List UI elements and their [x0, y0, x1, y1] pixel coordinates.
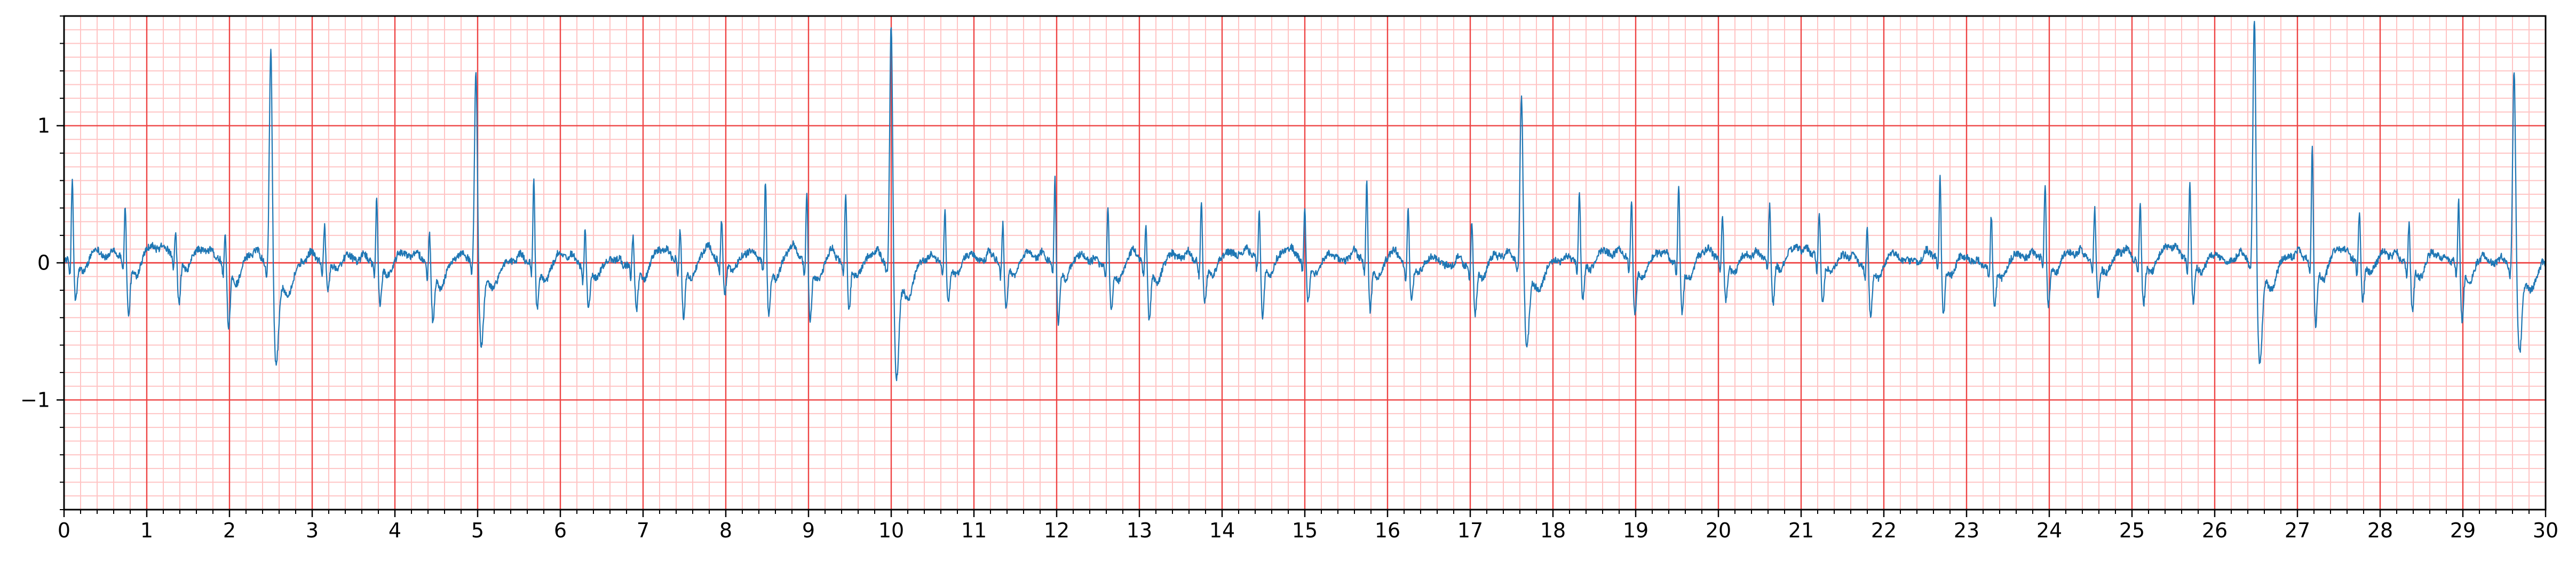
- x-tick-label: 27: [2285, 519, 2310, 542]
- x-tick-label: 14: [1209, 519, 1235, 542]
- x-tick-label: 30: [2533, 519, 2558, 542]
- x-tick-label: 15: [1292, 519, 1318, 542]
- x-tick-label: 28: [2367, 519, 2393, 542]
- x-tick-label: 2: [223, 519, 236, 542]
- x-tick-label: 16: [1375, 519, 1400, 542]
- x-tick-label: 4: [389, 519, 401, 542]
- x-tick-label: 5: [471, 519, 484, 542]
- x-tick-label: 21: [1788, 519, 1814, 542]
- ecg-trace-line: [63, 20, 2547, 382]
- y-tick-label: 1: [37, 114, 50, 138]
- x-tick-label: 18: [1540, 519, 1566, 542]
- x-tick-label: 0: [58, 519, 70, 542]
- x-tick-label: 23: [1954, 519, 1979, 542]
- x-tick-label: 12: [1044, 519, 1069, 542]
- x-tick-label: 10: [878, 519, 904, 542]
- x-tick-label: 6: [554, 519, 567, 542]
- x-tick-label: 25: [2119, 519, 2145, 542]
- y-axis: −1 0 1: [20, 15, 64, 510]
- x-tick-label: 3: [306, 519, 319, 542]
- x-tick-label: 9: [802, 519, 815, 542]
- x-tick-label: 11: [961, 519, 987, 542]
- x-tick-label: 7: [637, 519, 649, 542]
- x-tick-label: 1: [140, 519, 153, 542]
- x-tick-label: 17: [1457, 519, 1483, 542]
- x-axis: 0 1 2 3 4 5 6 7 8 9 10 11 12 13 14 15 16 17 18 19 20 21 22 23 24…: [58, 510, 2558, 542]
- x-tick-label: 19: [1623, 519, 1648, 542]
- x-tick-label: 20: [1706, 519, 1731, 542]
- y-tick-label: −1: [20, 388, 50, 411]
- x-tick-label: 13: [1127, 519, 1152, 542]
- x-tick-label: 8: [719, 519, 732, 542]
- x-tick-label: 22: [1871, 519, 1897, 542]
- x-tick-label: 29: [2450, 519, 2476, 542]
- trace-group: [63, 20, 2547, 382]
- x-tick-label: 24: [2036, 519, 2062, 542]
- y-tick-label: 0: [37, 251, 50, 275]
- x-tick-label: 26: [2202, 519, 2228, 542]
